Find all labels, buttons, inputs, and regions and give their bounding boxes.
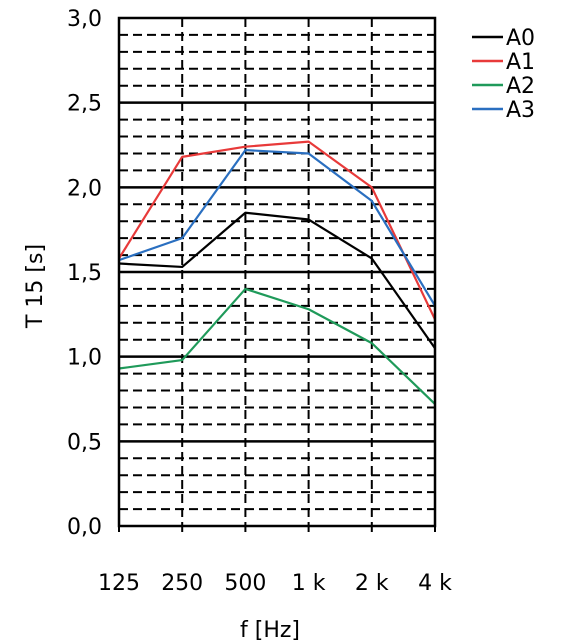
y-axis-title: T 15 [s] [23,244,48,329]
y-tick-label: 0,0 [67,515,102,540]
x-axis-title: f [Hz] [240,618,300,643]
legend-item-a1: A1 [472,50,535,75]
x-tick-marks [118,526,436,532]
legend-label: A0 [506,26,535,51]
legend-item-a3: A3 [472,98,535,123]
x-tick-label: 500 [224,571,266,596]
legend-label: A1 [506,50,535,75]
y-tick-label: 0,5 [67,430,102,455]
series-lines [118,140,436,405]
series-line-a1 [118,140,436,320]
vertical-grid [181,18,373,526]
y-tick-label: 2,5 [67,92,102,117]
x-tick-labels: 125 250 500 1 k 2 k 4 k [98,571,452,596]
x-tick-label: 4 k [418,571,452,596]
legend-label: A3 [506,98,535,123]
y-tick-label: 3,0 [67,7,102,32]
series-line-a3 [118,148,436,307]
legend-label: A2 [506,74,535,99]
minor-grid [119,33,435,511]
x-tick-label: 2 k [355,571,389,596]
x-tick-label: 250 [161,571,203,596]
plot-frame [117,16,437,528]
series-line-a0 [118,211,436,349]
legend-item-a2: A2 [472,74,535,99]
series-line-a2 [118,287,436,405]
y-tick-label: 1,0 [67,346,102,371]
legend-item-a0: A0 [472,26,535,51]
y-tick-label: 1,5 [67,261,102,286]
x-tick-label: 125 [98,571,140,596]
y-tick-label: 2,0 [67,176,102,201]
x-tick-label: 1 k [292,571,326,596]
y-tick-labels: 0,0 0,5 1,0 1,5 2,0 2,5 3,0 [67,7,102,540]
